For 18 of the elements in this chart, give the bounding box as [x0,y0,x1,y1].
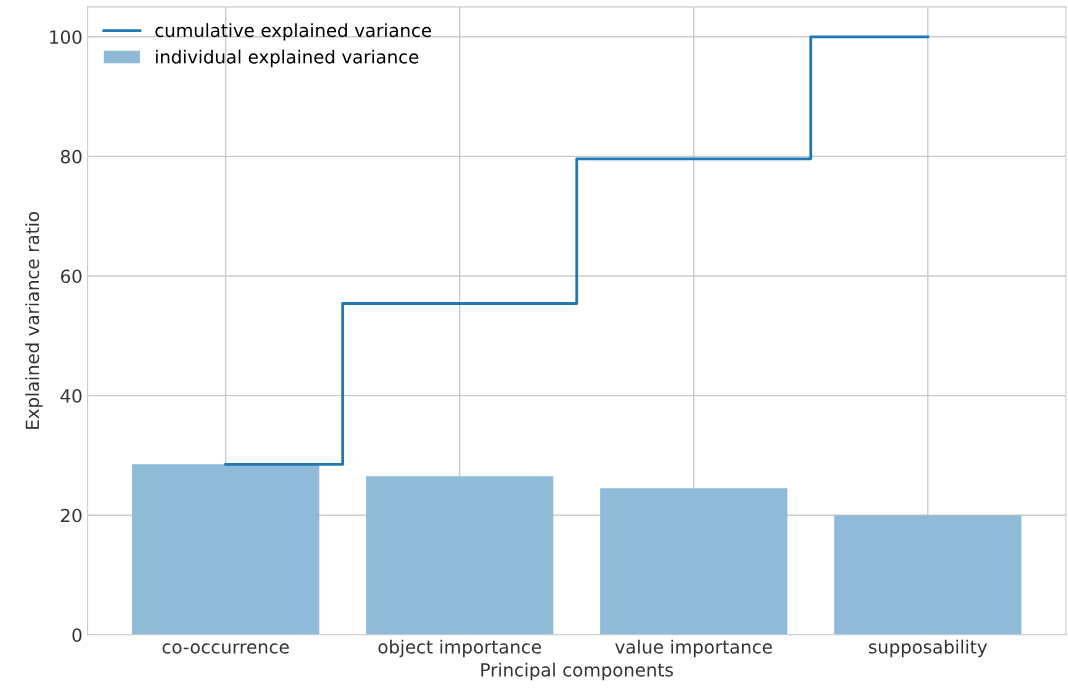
y-tick-label: 80 [60,149,82,164]
bar [600,488,788,635]
x-tick-label: value importance [615,639,772,658]
x-tick-label: supposability [868,639,988,658]
bar [366,476,554,635]
x-tick-label: co-occurrence [162,643,289,654]
y-axis-title: Explained variance ratio [25,212,43,429]
y-tick-label: 100 [50,30,82,44]
bar [834,515,1022,635]
legend-label: individual explained variance [156,49,419,68]
x-tick-label: object importance [378,639,542,658]
y-tick-label: 20 [61,508,82,523]
y-tick-label: 60 [61,269,82,284]
bar [132,464,320,635]
x-axis-title: Principal components [481,662,673,681]
legend-label: cumulative explained variance [155,23,432,41]
y-tick-label: 0 [72,628,82,642]
y-tick-label: 40 [60,389,82,403]
